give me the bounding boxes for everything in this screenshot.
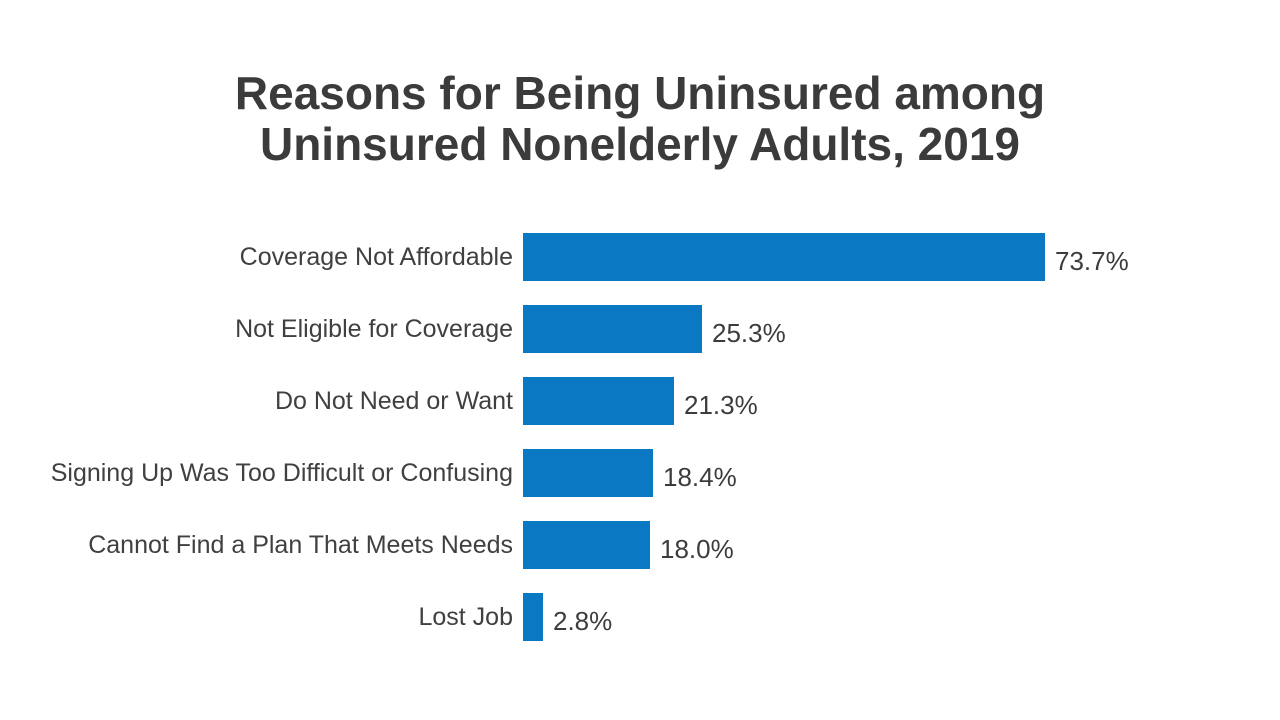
bar-row: Lost Job 2.8% (40, 581, 1240, 653)
category-label: Lost Job (418, 602, 513, 631)
chart-title-line-2: Uninsured Nonelderly Adults, 2019 (259, 118, 1021, 170)
bar (523, 449, 653, 497)
category-label: Coverage Not Affordable (239, 242, 513, 271)
bar-row: Not Eligible for Coverage 25.3% (40, 293, 1240, 365)
value-label: 73.7% (1055, 245, 1129, 276)
category-label: Do Not Need or Want (274, 386, 513, 415)
value-label: 21.3% (684, 389, 758, 420)
bar (523, 377, 674, 425)
bar-row: Do Not Need or Want 21.3% (40, 365, 1240, 437)
value-label: 18.4% (663, 461, 737, 492)
category-label: Signing Up Was Too Difficult or Confusin… (50, 458, 513, 487)
value-label: 18.0% (660, 533, 734, 564)
bar (523, 593, 543, 641)
bar (523, 521, 650, 569)
bar-row: Cannot Find a Plan That Meets Needs 18.0% (40, 509, 1240, 581)
category-label: Cannot Find a Plan That Meets Needs (88, 530, 513, 559)
chart-title: Reasons for Being Uninsured among Uninsu… (0, 68, 1280, 170)
bar-row: Signing Up Was Too Difficult or Confusin… (40, 437, 1240, 509)
bar-chart: Coverage Not Affordable 73.7% Not Eligible… (40, 221, 1240, 653)
bar (523, 233, 1045, 281)
chart-title-line-1: Reasons for Being Uninsured among (234, 67, 1046, 119)
value-label: 2.8% (553, 605, 613, 636)
category-label: Not Eligible for Coverage (235, 314, 513, 343)
bar-row: Coverage Not Affordable 73.7% (40, 221, 1240, 293)
value-label: 25.3% (712, 317, 786, 348)
bar (523, 305, 702, 353)
